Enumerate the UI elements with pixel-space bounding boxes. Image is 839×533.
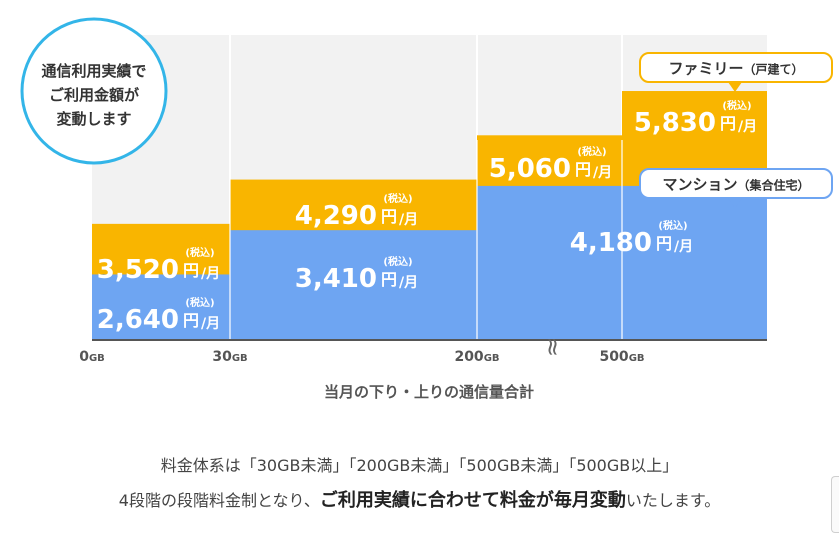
price-label-family-0-tax: (税込) [185,246,214,259]
price-label-mansion-2: 4,180 (税込) 円/月 [570,219,693,258]
x-tick-text-1: 30GB [212,349,247,365]
bar-mansion-1 [230,230,477,340]
price-label-mansion-1-unit: 円 [381,270,397,289]
x-tick-text-2: 200GB [454,349,499,365]
badge-circle [20,17,168,165]
price-label-family-0-value: 3,520 [97,255,179,285]
pricing-note-line-2: 4段階の段階料金制となり、ご利用実績に合わせて料金が毎月変動いたします。 [0,486,839,512]
price-label-mansion-1: 3,410 (税込) 円/月 [295,255,418,294]
price-label-mansion-2-value: 4,180 [570,228,652,258]
price-label-family-3-tax: (税込) [722,99,751,112]
note-emphasis-2: 毎月変動 [553,490,626,511]
legend-family-callout: ファミリー（戸建て） [639,52,833,92]
price-label-family-2-tax: (税込) [577,145,606,158]
bar-mansion-0 [92,274,230,340]
price-label-family-1: 4,290 (税込) 円/月 [295,192,418,231]
x-tick-label-1: 30GB [212,349,247,365]
x-tick-label-0: 0GB [79,349,105,365]
axis-break-mark: ≈ [539,337,567,357]
legend-mansion-callout: マンション（集合住宅） [639,168,833,208]
price-label-family-1-unit: 円 [381,207,397,226]
price-label-family-2: 5,060 (税込) 円/月 [489,145,612,184]
price-label-family-1-value: 4,290 [295,201,377,231]
price-label-family-3: 5,830 (税込) 円/月 [634,99,757,138]
price-label-family-1-per-month: /月 [399,212,418,228]
price-label-mansion-2-tax: (税込) [658,219,687,232]
badge-text-0: 通信利用実績で [41,62,146,80]
price-label-family-2-value: 5,060 [489,154,571,184]
price-label-family-2-per-month: /月 [593,165,612,181]
bar-mansion-2 [477,185,622,340]
legend-mansion-callout-text: マンション（集合住宅） [662,176,809,194]
legend-family-callout-pointer [728,82,742,92]
legend-family-callout-text: ファミリー（戸建て） [668,60,803,78]
price-label-family-3-unit: 円 [720,114,736,133]
pricing-note-line-1: 料金体系は「30GB未満」「200GB未満」「500GB未満」「500GB以上」 [160,456,679,475]
price-label-family-2-unit: 円 [575,160,591,179]
badge-text-2: 変動します [56,110,131,128]
price-label-mansion-0-tax: (税込) [185,296,214,309]
price-label-family-1-tax: (税込) [383,192,412,205]
price-label-family-0-per-month: /月 [201,266,220,282]
price-label-family-3-per-month: /月 [738,119,757,135]
price-label-mansion-0-unit: 円 [183,311,199,330]
price-label-mansion-2-per-month: /月 [674,239,693,255]
note-text-post: いたします。 [625,491,721,510]
price-label-mansion-0-value: 2,640 [97,305,179,335]
x-tick-text-3: 500GB [599,349,644,365]
price-label-family-0-unit: 円 [183,261,199,280]
price-label-mansion-1-tax: (税込) [383,255,412,268]
price-label-mansion-1-per-month: /月 [399,275,418,291]
price-label-family-0: 3,520 (税込) 円/月 [97,246,220,285]
price-label-mansion-0: 2,640 (税込) 円/月 [97,296,220,335]
price-label-family-3-value: 5,830 [634,108,716,138]
legend-mansion-callout-pointer [728,198,742,208]
tiered-price-chart: 3,520(税込)円/月4,290(税込)円/月5,060(税込)円/月5,83… [20,17,833,401]
scrollbar[interactable] [831,476,839,533]
bar-mansion-3 [622,185,767,340]
badge-text-1: ご利用金額が [49,86,140,104]
price-label-mansion-1-value: 3,410 [295,264,377,294]
note-emphasis-1: ご利用実績に合わせて料金が [319,490,554,511]
x-tick-label-3: 500GB [599,349,644,365]
price-label-mansion-0-per-month: /月 [201,316,220,332]
price-label-mansion-2-unit: 円 [656,234,672,253]
note-text-pre: 4段階の段階料金制となり、 [118,491,320,510]
x-tick-label-2: 200GB [454,349,499,365]
x-tick-text-0: 0GB [79,349,105,365]
x-axis-label: 当月の下り・上りの通信量合計 [324,383,534,401]
